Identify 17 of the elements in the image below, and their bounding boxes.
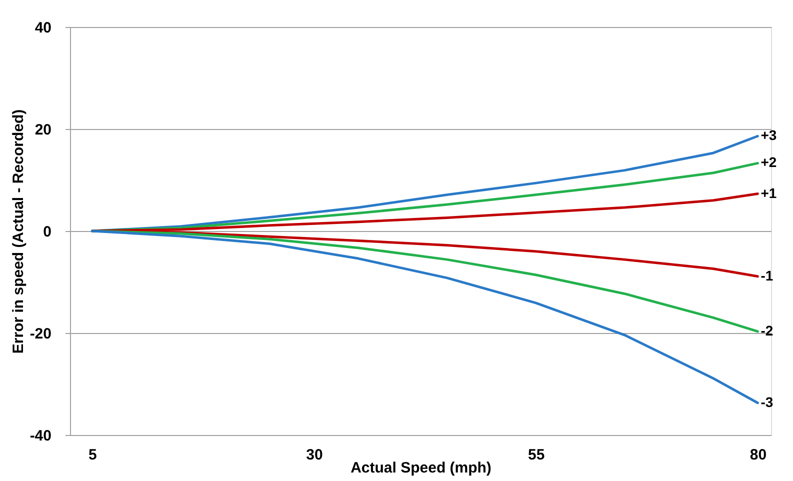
x-axis-title: Actual Speed (mph) <box>350 460 492 476</box>
series-label: -2 <box>760 322 774 338</box>
y-tick-label: 0 <box>43 224 52 240</box>
x-tick-label: 30 <box>306 446 323 464</box>
series-label: +3 <box>760 127 777 144</box>
series-label: +2 <box>760 154 777 170</box>
series-label: -3 <box>760 394 774 410</box>
x-tick-label: 5 <box>88 446 97 464</box>
y-tick-label: -20 <box>30 326 52 342</box>
series-label: -1 <box>760 267 774 284</box>
series-label: +1 <box>760 184 777 201</box>
y-tick-label: 40 <box>34 20 52 36</box>
x-tick-label: 55 <box>528 446 545 464</box>
x-tick-label: 80 <box>750 446 767 464</box>
y-tick-label: -40 <box>30 428 52 444</box>
y-tick-label: 20 <box>34 122 52 138</box>
y-axis-title: Error in speed (Actual - Recorded) <box>10 109 27 354</box>
